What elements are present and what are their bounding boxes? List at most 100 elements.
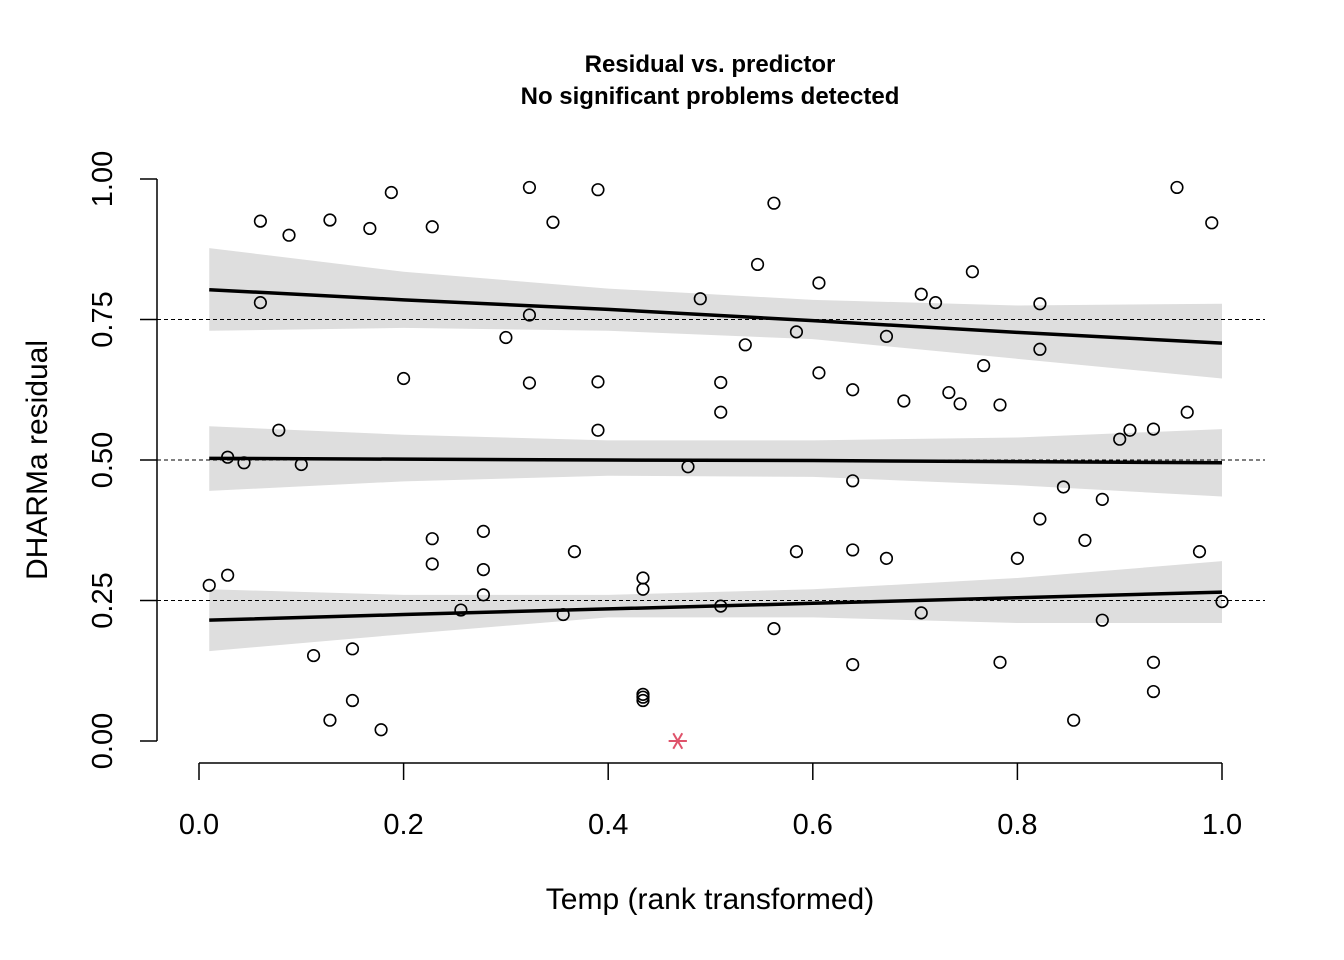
- y-tick-label-0: 0.00: [87, 713, 119, 769]
- residual-point: [1123, 423, 1137, 437]
- residual-point: [272, 423, 286, 437]
- residual-point: [846, 383, 860, 397]
- residual-point: [750, 257, 765, 272]
- outlier-points: [668, 732, 687, 750]
- quantile-fit-lines: [209, 287, 1223, 622]
- residual-points: [202, 180, 1229, 737]
- chart-subtitle: No significant problems detected: [520, 83, 900, 110]
- residual-point: [636, 690, 650, 704]
- residual-point: [1205, 216, 1219, 230]
- residual-point: [556, 607, 570, 622]
- outlier-point: [668, 732, 687, 750]
- residual-point: [591, 375, 605, 389]
- residual-point: [846, 657, 860, 672]
- residual-point: [993, 398, 1007, 412]
- residual-point: [476, 562, 490, 577]
- residual-point: [1010, 551, 1025, 565]
- residual-point: [1095, 613, 1109, 627]
- residual-point: [993, 655, 1007, 669]
- residual-point: [567, 545, 582, 559]
- residual-point: [454, 603, 468, 617]
- residual-point: [767, 196, 781, 210]
- residual-point: [522, 180, 537, 195]
- y-tick-label-1: 0.25: [87, 572, 119, 628]
- residual-point: [714, 599, 728, 613]
- residual-point: [476, 588, 490, 602]
- x-tick-label-2: 0.4: [588, 809, 628, 841]
- residual-point: [363, 221, 377, 236]
- residual-point: [714, 405, 728, 419]
- residual-point: [789, 325, 804, 339]
- x-tick-label-3: 0.6: [793, 809, 833, 841]
- residual-point: [693, 292, 707, 306]
- residual-point: [812, 366, 826, 380]
- residual-point: [522, 376, 537, 390]
- residual-point: [202, 578, 216, 592]
- residual-point: [879, 329, 894, 343]
- residual-point: [374, 723, 388, 737]
- confidence-band-2: [209, 248, 1223, 379]
- residual-point: [812, 276, 826, 290]
- residual-point: [1078, 533, 1092, 547]
- quantile-fit-line-1: [209, 456, 1223, 465]
- residual-point: [738, 338, 752, 352]
- residual-point: [425, 557, 439, 571]
- residual-point: [546, 215, 560, 229]
- x-tick-label-4: 0.8: [997, 809, 1037, 841]
- residual-point: [681, 460, 695, 474]
- residual-point: [345, 693, 360, 708]
- residual-point: [323, 713, 337, 727]
- x-tick-label-0: 0.0: [179, 809, 219, 841]
- residual-point: [636, 582, 650, 596]
- residual-point: [591, 423, 605, 437]
- residual-point: [1067, 713, 1081, 727]
- chart-title: Residual vs. predictor: [584, 51, 836, 78]
- y-tick-label-3: 0.75: [87, 291, 119, 347]
- residual-point: [965, 265, 979, 279]
- residual-point: [1170, 180, 1184, 195]
- residual-point: [897, 394, 911, 408]
- x-tick-label-1: 0.2: [383, 809, 423, 841]
- quantile-fit-line-0: [209, 590, 1223, 622]
- residual-point: [425, 532, 439, 546]
- residual-point: [221, 568, 235, 582]
- residual-point: [636, 693, 650, 708]
- residual-point: [1113, 432, 1127, 446]
- confidence-bands: [209, 248, 1223, 652]
- residual-point: [1056, 480, 1071, 494]
- residual-point: [942, 385, 956, 400]
- residual-point: [846, 474, 860, 488]
- residual-point: [425, 220, 439, 234]
- residual-point: [253, 214, 267, 228]
- residual-point: [237, 456, 251, 470]
- residual-point: [323, 213, 337, 227]
- axes: 0.00 0.25 0.50 0.75 1.00 0.0 0.2 0.4 0.6 0.8 1.0: [87, 151, 1242, 841]
- residual-point: [294, 457, 308, 472]
- residual-point: [914, 287, 928, 301]
- residual-point: [767, 621, 781, 636]
- residual-point: [1192, 545, 1207, 559]
- residual-point: [879, 551, 894, 565]
- residual-point: [1033, 512, 1047, 526]
- residual-point: [282, 228, 296, 242]
- residual-point: [846, 543, 860, 557]
- quantile-fit-line-2: [209, 287, 1223, 345]
- y-tick-label-2: 0.50: [87, 432, 119, 488]
- residual-point: [714, 375, 728, 390]
- residual-point: [1146, 684, 1161, 699]
- residual-point: [345, 642, 360, 656]
- residual-point: [499, 330, 513, 345]
- residual-point: [789, 545, 804, 559]
- residual-point: [1033, 342, 1047, 356]
- residual-point: [636, 571, 650, 585]
- x-axis-label: Temp (rank transformed): [545, 883, 875, 916]
- residual-point: [522, 308, 537, 322]
- residual-point: [306, 648, 321, 663]
- residual-point: [1180, 405, 1194, 419]
- y-tick-label-4: 1.00: [87, 151, 119, 207]
- residual-point: [397, 371, 411, 386]
- residual-point: [221, 450, 235, 464]
- residual-point: [1146, 422, 1161, 436]
